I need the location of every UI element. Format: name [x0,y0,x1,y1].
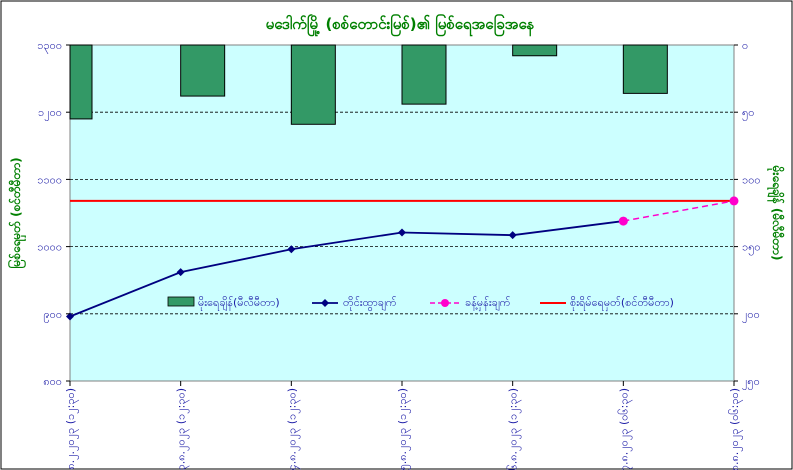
line-layer [66,196,739,321]
observed-line [69,220,624,318]
forecast-point [618,216,628,226]
legend-label-rain: မိုးရေချိန်(မီလီမီတာ) [198,296,280,311]
legend-marker-forecast [441,299,449,307]
y-tick-label-right: ၂၅၀ [742,375,760,390]
x-tick-label: ၆.၈.၂၀၂၃ (၁၂:၃၀) [507,388,522,470]
observed-point [66,312,74,321]
y-tick-label-left: ၈၀၀ [43,375,62,388]
legend-swatch-rain [167,296,195,307]
y-axis-label-right: မိုးရေချိန် (မီလီမီတာ) [766,165,786,261]
observed-point [398,228,406,237]
y-tick-label-left: ၁၃၀၀ [37,39,62,54]
x-tick-label: ၇.၈.၂၀၂၃ (၀၆:၃၀) [617,388,632,470]
rain-bar [290,44,336,125]
legend-label-forecast: ခန့်မှန်းချက် [465,296,511,311]
x-tick-label-group: ၄.၈.၂၀၂၃ (၁၂:၃၀) [285,388,300,470]
x-tick-label: ၅.၈.၂၀၂၃ (၁၂:၃၀) [396,388,411,470]
x-tick-label-group: ၂၈.၂.၂၀၂၃ (၁၂:၃၀) [64,388,79,470]
forecast-line [623,200,735,222]
y-tick-label-left: ၉၀၀ [43,308,62,323]
rain-bar [69,44,93,120]
legend: မိုးရေချိန်(မီလီမီတာ) တိုင်းထွာချက် ခန့်မှ… [167,296,674,311]
y-tick-label-left: ၁၀၀၀ [37,241,62,254]
observed-point [176,268,185,277]
y-tick-label-left: ၁၁၀၀ [37,173,62,186]
rain-bar [401,44,447,105]
bar-layer [69,44,668,125]
grid-layer [70,111,734,315]
legend-marker-observed [321,299,329,307]
x-tick-label: ၈.၈.၂၀၂၃ (၀၆:၃၀) [728,388,743,470]
axis-layer: ၈၀၀ ၉၀၀ ၁၀၀၀ ၁၁၀၀ ၁၂၀၀ ၁၃၀၀ ၀၅၀၁၀၀၁၅၀၂၀၀၂၅၀၂၈.… [37,39,760,470]
rain-bar [180,44,226,97]
y-tick-label-left: ၁၂၀၀ [38,106,62,121]
y-axis-label-left: မြစ်ရေမှတ် (စင်တီမီတာ) [6,157,27,268]
x-tick-label: ၄.၈.၂၀၂၃ (၁၂:၃၀) [285,388,300,470]
rain-bar [512,44,558,57]
rain-bar [622,44,668,94]
observed-point [287,245,296,254]
x-tick-label: ၂၈.၂.၂၀၂၃ (၁၂:၃၀) [64,388,79,470]
legend-label-observed: တိုင်းထွာချက် [343,296,397,311]
y-tick-label-right: ၂၀၀ [742,308,760,323]
y-tick-label-right: ၁၅၀ [742,241,761,256]
x-tick-label-group: ၇.၈.၂၀၂၃ (၀၆:၃၀) [617,388,632,470]
y-tick-label-right: ၁၀၀ [742,173,761,186]
x-tick-label-group: ၃.၈.၂၀၂၃ (၁၂:၃၀) [175,388,190,470]
x-tick-label-group: ၈.၈.၂၀၂၃ (၀၆:၃၀) [728,388,743,470]
y-tick-label-right: ၅၀ [742,106,754,121]
forecast-point [729,196,739,206]
x-tick-label: ၃.၈.၂၀၂၃ (၁၂:၃၀) [175,388,190,470]
y-tick-label-right: ၀ [742,39,748,52]
x-tick-label-group: ၆.၈.၂၀၂၃ (၁၂:၃၀) [507,388,522,470]
x-tick-label-group: ၅.၈.၂၀၂၃ (၁၂:၃၀) [396,388,411,470]
legend-label-warning: စိုးရိမ်ရေမှတ်(စင်တီမီတာ) [570,296,674,311]
observed-point [508,231,517,240]
